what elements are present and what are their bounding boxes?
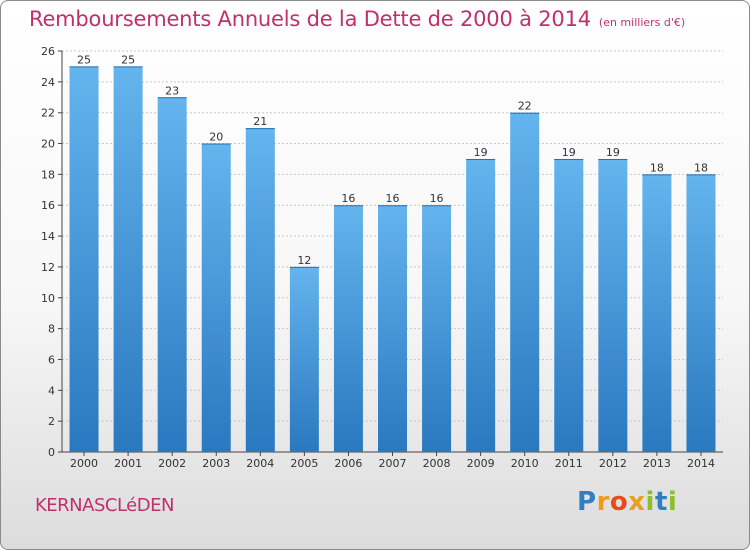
bar bbox=[201, 143, 231, 453]
x-tick-label: 2014 bbox=[687, 457, 715, 470]
data-label: 22 bbox=[518, 100, 532, 113]
data-label: 16 bbox=[341, 192, 355, 205]
bar bbox=[598, 158, 628, 452]
data-label: 21 bbox=[253, 115, 267, 128]
x-tick-label: 2004 bbox=[246, 457, 274, 470]
data-label: 19 bbox=[606, 146, 620, 159]
bar bbox=[333, 205, 363, 452]
logo-letter: o bbox=[609, 487, 629, 517]
logo-letter: r bbox=[596, 487, 610, 517]
x-tick-label: 2012 bbox=[599, 457, 627, 470]
y-tick-label: 22 bbox=[41, 107, 55, 120]
bar bbox=[554, 158, 584, 452]
y-tick-label: 20 bbox=[41, 138, 55, 151]
logo-letter: P bbox=[577, 487, 597, 517]
x-tick-label: 2009 bbox=[467, 457, 495, 470]
y-tick-label: 12 bbox=[41, 261, 55, 274]
y-tick-label: 10 bbox=[41, 292, 55, 305]
bar bbox=[466, 158, 496, 452]
data-label: 20 bbox=[209, 131, 223, 144]
logo-letter: i bbox=[667, 487, 678, 517]
y-tick-label: 4 bbox=[48, 384, 55, 397]
logo-letter: x bbox=[628, 487, 646, 517]
data-label: 19 bbox=[474, 146, 488, 159]
bar bbox=[289, 266, 319, 452]
data-label: 16 bbox=[386, 192, 400, 205]
data-label: 23 bbox=[165, 84, 179, 97]
y-tick-label: 8 bbox=[48, 323, 55, 336]
y-tick-label: 18 bbox=[41, 168, 55, 181]
unit-note: (en milliers d'€) bbox=[598, 16, 686, 29]
data-label: 25 bbox=[121, 53, 135, 66]
data-label: 18 bbox=[694, 161, 708, 174]
data-label: 25 bbox=[77, 53, 91, 66]
x-tick-label: 2001 bbox=[114, 457, 142, 470]
x-tick-label: 2000 bbox=[70, 457, 98, 470]
logo-letter: t bbox=[654, 487, 668, 517]
x-tick-label: 2011 bbox=[555, 457, 583, 470]
bar bbox=[245, 128, 275, 452]
bar bbox=[113, 66, 143, 452]
data-label: 12 bbox=[297, 254, 311, 267]
x-tick-label: 2013 bbox=[643, 457, 671, 470]
x-tick-label: 2007 bbox=[379, 457, 407, 470]
bar bbox=[157, 97, 187, 453]
bar bbox=[69, 66, 99, 452]
x-tick-label: 2005 bbox=[290, 457, 318, 470]
chart-title: Remboursements Annuels de la Dette de 20… bbox=[29, 7, 591, 31]
y-tick-label: 14 bbox=[41, 230, 55, 243]
bar bbox=[686, 174, 716, 452]
bar bbox=[422, 205, 452, 452]
y-tick-label: 6 bbox=[48, 353, 55, 366]
proxiti-logo: Proxiti bbox=[577, 487, 677, 517]
commune-name: KERNASCLéDEN bbox=[35, 495, 174, 516]
x-tick-label: 2006 bbox=[334, 457, 362, 470]
y-tick-label: 16 bbox=[41, 199, 55, 212]
y-tick-label: 0 bbox=[48, 446, 55, 459]
y-tick-label: 24 bbox=[41, 76, 55, 89]
x-tick-label: 2010 bbox=[511, 457, 539, 470]
y-tick-label: 26 bbox=[41, 45, 55, 58]
data-label: 16 bbox=[430, 192, 444, 205]
chart-title-block: Remboursements Annuels de la Dette de 20… bbox=[29, 7, 685, 31]
bar bbox=[378, 205, 407, 452]
logo-letter: i bbox=[645, 487, 655, 517]
x-tick-label: 2002 bbox=[158, 457, 186, 470]
y-tick-label: 2 bbox=[48, 415, 55, 428]
data-label: 18 bbox=[650, 161, 664, 174]
bar bbox=[510, 112, 540, 452]
x-tick-label: 2008 bbox=[423, 457, 451, 470]
bar bbox=[642, 174, 672, 452]
x-tick-label: 2003 bbox=[202, 457, 230, 470]
data-label: 19 bbox=[562, 146, 576, 159]
